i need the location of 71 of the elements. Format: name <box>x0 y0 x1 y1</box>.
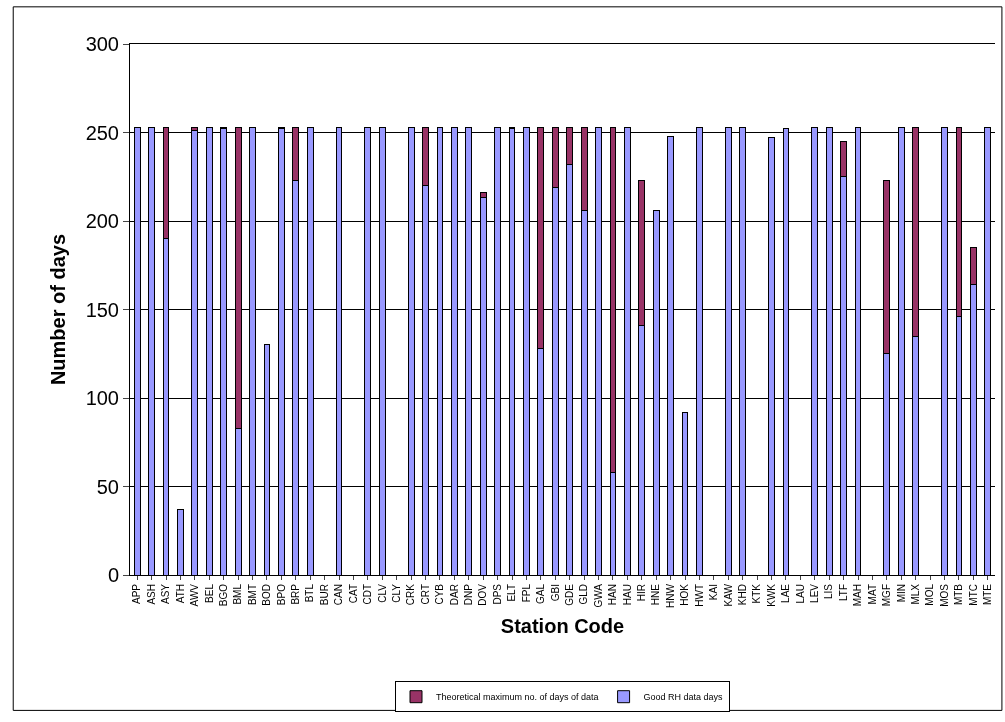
x-tick-label: GWA <box>592 583 604 608</box>
x-tick-label: MIN <box>895 584 907 603</box>
x-tick-label: CLV <box>376 583 388 603</box>
x-tick-label: MAT <box>866 584 878 605</box>
x-tick-label: LEV <box>809 583 821 603</box>
x-tick-label: HOK <box>679 583 691 606</box>
x-tick-label: APP <box>131 583 143 605</box>
x-tick-label: BEL <box>203 583 215 603</box>
x-axis-title: Station Code <box>500 615 625 638</box>
x-tick-label: BGO <box>217 583 229 607</box>
x-tick-label: LAE <box>780 583 792 603</box>
x-tick-label: GAL <box>535 583 547 605</box>
x-tick-label: HWT <box>693 584 705 607</box>
x-tick-label: GDE <box>563 583 575 606</box>
x-tick-label: MOS <box>938 583 950 607</box>
x-tick-label: DOV <box>477 583 489 606</box>
x-tick-label: MLX <box>909 583 921 605</box>
x-tick-label: DNP <box>463 583 475 606</box>
x-tick-label: BPO <box>275 583 287 606</box>
y-tick-label: 150 <box>85 298 119 321</box>
x-tick-label: DAR <box>448 584 460 606</box>
x-tick-label: DPS <box>491 583 503 605</box>
y-tick-label: 100 <box>85 387 119 409</box>
y-tick-label: 250 <box>85 121 119 144</box>
x-tick-label: CRK <box>405 583 417 606</box>
x-tick-label: LTF <box>837 584 849 602</box>
x-tick-label: KAI <box>708 584 720 601</box>
x-tick-label: CDT <box>362 584 374 605</box>
x-tick-label: MOL <box>924 583 936 606</box>
y-tick-label: 200 <box>85 210 119 232</box>
x-tick-label: KTK <box>751 583 763 604</box>
legend-label: Theoretical maximum no. of days of data <box>436 692 599 703</box>
x-tick-label: CAN <box>333 584 345 606</box>
x-tick-label: BRP <box>290 583 302 605</box>
x-tick-label: CYB <box>434 583 446 605</box>
x-tick-label: HAU <box>621 584 633 606</box>
x-tick-label: MAH <box>852 584 864 607</box>
legend-label: Good RH data days <box>643 692 724 703</box>
x-tick-label: FPL <box>520 583 532 603</box>
x-tick-label: ASH <box>145 584 157 605</box>
y-axis-title: Number of days <box>47 233 70 386</box>
x-tick-label: MTC <box>967 584 979 606</box>
x-tick-label: CRT <box>419 584 431 605</box>
x-tick-label: BML <box>232 583 244 605</box>
x-tick-label: GLD <box>578 584 590 605</box>
y-tick-label: 300 <box>85 33 119 55</box>
x-tick-label: GBI <box>549 584 561 602</box>
x-tick-label: LIS <box>823 583 835 600</box>
x-tick-label: KHD <box>736 584 748 606</box>
x-tick-label: BUR <box>318 584 330 606</box>
x-tick-label: MTB <box>953 583 965 606</box>
x-tick-label: MTE <box>982 583 994 606</box>
x-tick-label: CAT <box>347 584 359 604</box>
x-tick-label: HIR <box>636 584 648 602</box>
x-tick-label: LAU <box>794 584 806 604</box>
x-tick-label: CLY <box>390 583 402 603</box>
x-tick-label: KAW <box>722 583 734 607</box>
x-tick-label: ATH <box>174 584 186 604</box>
x-tick-label: HNW <box>664 583 676 608</box>
x-tick-label: BMT <box>246 584 258 606</box>
x-tick-label: BOD <box>261 584 273 606</box>
x-tick-label: HAN <box>607 584 619 606</box>
x-tick-label: AWV <box>189 583 201 607</box>
x-tick-label: HNE <box>650 583 662 606</box>
x-tick-label: KWK <box>765 583 777 607</box>
x-tick-label: ELT <box>506 584 518 602</box>
y-tick-label: 50 <box>96 475 119 498</box>
x-tick-label: ASY <box>160 583 172 605</box>
y-tick-label: 0 <box>107 564 119 586</box>
x-tick-label: BTL <box>304 583 316 603</box>
x-tick-label: MGF <box>881 584 893 607</box>
